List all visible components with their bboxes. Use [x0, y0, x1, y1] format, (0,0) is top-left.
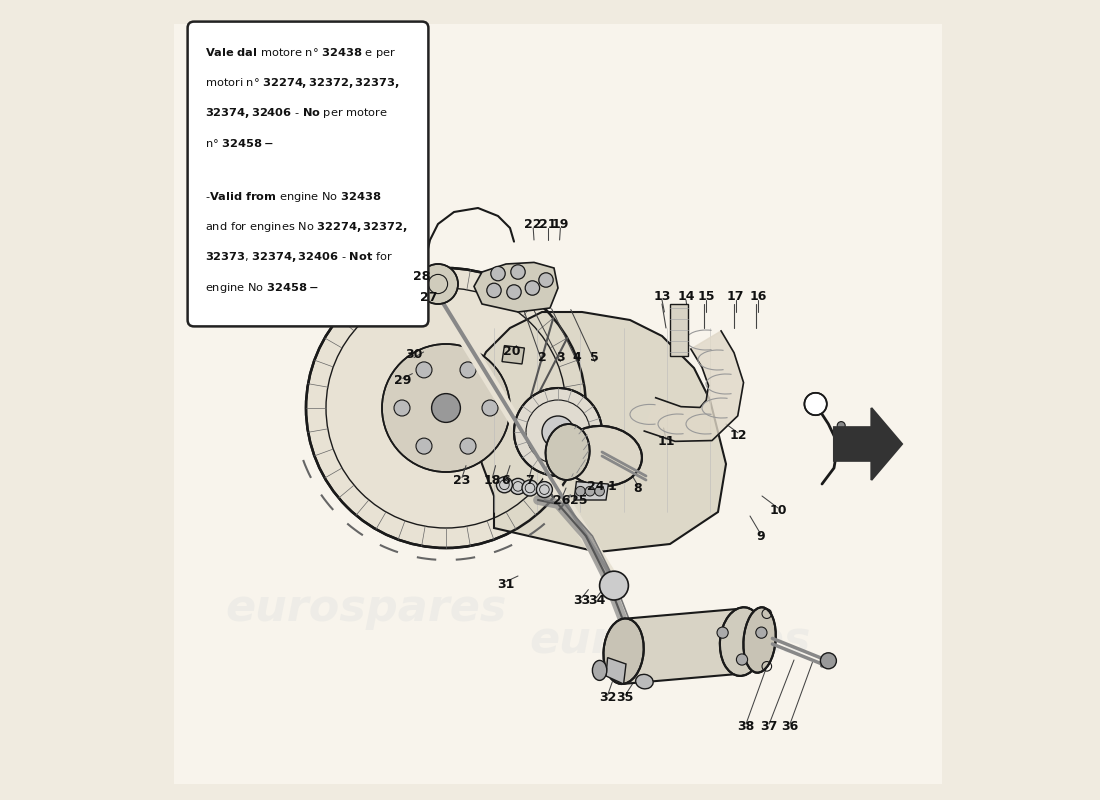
Text: n° $\bf{32458-}$: n° $\bf{32458-}$: [206, 137, 274, 149]
Polygon shape: [645, 331, 744, 442]
Circle shape: [460, 438, 476, 454]
Text: 35: 35: [616, 691, 634, 704]
Text: 9: 9: [756, 530, 764, 542]
Circle shape: [717, 627, 728, 638]
Text: 7: 7: [525, 474, 533, 486]
Text: 15: 15: [697, 290, 715, 302]
Text: 4: 4: [573, 351, 582, 364]
Text: eurospares: eurospares: [529, 618, 811, 662]
Circle shape: [525, 281, 540, 295]
Circle shape: [306, 268, 586, 548]
Circle shape: [418, 264, 458, 304]
Text: 13: 13: [653, 290, 671, 302]
Text: 20: 20: [503, 346, 520, 358]
Text: 19: 19: [552, 218, 569, 230]
Circle shape: [416, 362, 432, 378]
Ellipse shape: [636, 674, 653, 689]
Polygon shape: [502, 346, 525, 364]
Text: 18: 18: [484, 474, 502, 486]
Circle shape: [382, 344, 510, 472]
Polygon shape: [834, 408, 902, 480]
Circle shape: [537, 482, 552, 498]
Circle shape: [510, 478, 526, 494]
Text: 38: 38: [737, 720, 755, 733]
Circle shape: [585, 486, 595, 496]
Text: 3: 3: [557, 351, 564, 364]
FancyBboxPatch shape: [188, 22, 428, 326]
Text: 29: 29: [394, 374, 411, 387]
Text: $\bf{Vale\ dal}$ motore n° $\bf{32438}$ e per: $\bf{Vale\ dal}$ motore n° $\bf{32438}$ …: [206, 46, 396, 60]
Bar: [670, 304, 688, 356]
Circle shape: [514, 388, 602, 476]
Ellipse shape: [546, 424, 590, 480]
Ellipse shape: [744, 607, 775, 673]
Text: 31: 31: [497, 578, 515, 590]
Text: 28: 28: [412, 270, 430, 282]
Text: 36: 36: [781, 720, 799, 733]
Circle shape: [510, 265, 525, 279]
Circle shape: [600, 571, 628, 600]
Circle shape: [821, 653, 836, 669]
Circle shape: [431, 394, 461, 422]
Circle shape: [491, 266, 505, 281]
Ellipse shape: [562, 426, 642, 486]
Text: 21: 21: [539, 218, 557, 230]
Text: 11: 11: [658, 435, 674, 448]
Ellipse shape: [593, 660, 607, 680]
FancyBboxPatch shape: [174, 24, 942, 784]
Circle shape: [460, 362, 476, 378]
Circle shape: [507, 285, 521, 299]
Text: eurospares: eurospares: [226, 586, 507, 630]
Circle shape: [539, 273, 553, 287]
Circle shape: [487, 283, 502, 298]
Text: $\bf{32374, 32406}$ - $\bf{No}$ per motore: $\bf{32374, 32406}$ - $\bf{No}$ per moto…: [206, 106, 388, 120]
Text: 26: 26: [553, 494, 571, 506]
Text: motori n° $\bf{32274, 32372, 32373,}$: motori n° $\bf{32274, 32372, 32373,}$: [206, 76, 399, 90]
Text: 34: 34: [587, 594, 605, 606]
Circle shape: [595, 486, 604, 496]
Text: 16: 16: [749, 290, 767, 302]
Text: 14: 14: [678, 290, 695, 302]
Circle shape: [496, 477, 513, 493]
Text: 23: 23: [453, 474, 471, 486]
Polygon shape: [474, 262, 558, 312]
Ellipse shape: [604, 618, 644, 684]
Text: 22: 22: [525, 218, 542, 230]
Text: 24: 24: [587, 480, 604, 493]
Circle shape: [736, 654, 748, 665]
Text: $\bf{32373}$, $\bf{32374, 32406}$ - $\bf{Not}$ for: $\bf{32373}$, $\bf{32374, 32406}$ - $\bf…: [206, 250, 393, 265]
Circle shape: [394, 400, 410, 416]
Text: 25: 25: [570, 494, 587, 506]
Text: engine No $\bf{32458-}$: engine No $\bf{32458-}$: [206, 281, 319, 295]
Text: 17: 17: [727, 290, 745, 302]
Text: 10: 10: [769, 504, 786, 517]
Text: 5: 5: [591, 351, 600, 364]
Text: 2: 2: [538, 351, 547, 364]
Text: -$\bf{Valid\ from}$ engine No $\bf{32438}$: -$\bf{Valid\ from}$ engine No $\bf{32438…: [206, 190, 382, 204]
Circle shape: [416, 438, 432, 454]
Text: 30: 30: [405, 348, 422, 361]
Polygon shape: [606, 658, 626, 684]
Text: 8: 8: [634, 482, 642, 494]
Ellipse shape: [719, 607, 764, 676]
Circle shape: [542, 416, 574, 448]
Circle shape: [522, 480, 538, 496]
Text: 33: 33: [573, 594, 591, 606]
Text: 6: 6: [502, 474, 510, 486]
Text: 12: 12: [729, 429, 747, 442]
Polygon shape: [621, 608, 748, 684]
Circle shape: [482, 400, 498, 416]
Text: 32: 32: [598, 691, 616, 704]
Text: 27: 27: [420, 291, 437, 304]
Polygon shape: [574, 482, 608, 500]
Polygon shape: [470, 312, 726, 552]
Circle shape: [756, 627, 767, 638]
Circle shape: [804, 393, 827, 415]
Text: and for engines No $\bf{32274, 32372,}$: and for engines No $\bf{32274, 32372,}$: [206, 220, 408, 234]
Text: 1: 1: [607, 480, 616, 493]
Circle shape: [837, 422, 845, 430]
Text: 37: 37: [760, 720, 778, 733]
Circle shape: [575, 486, 585, 496]
